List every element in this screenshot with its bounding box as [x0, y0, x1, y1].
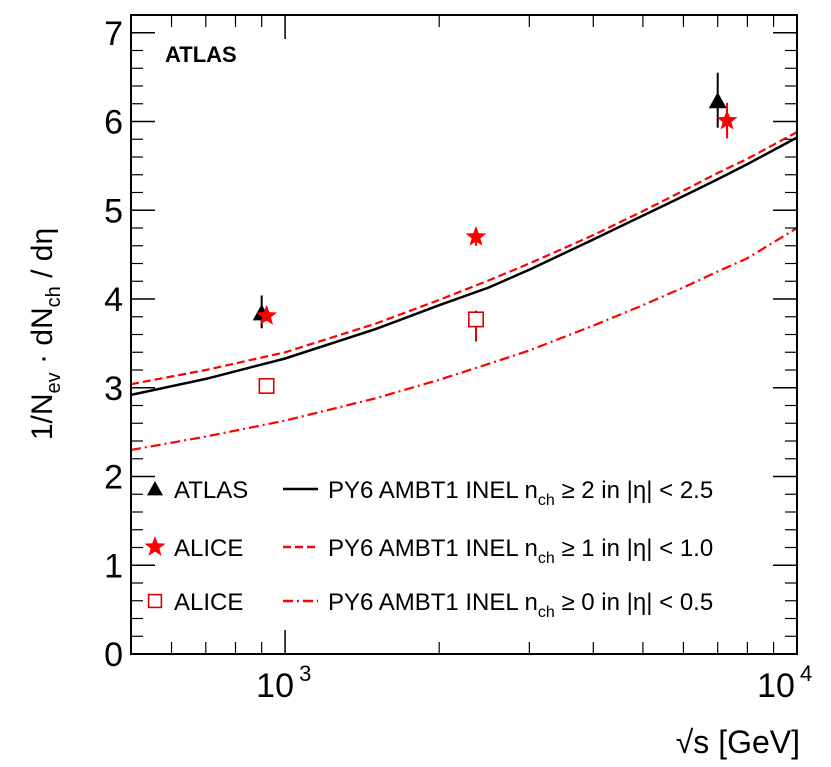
legend-label: ALICE [174, 589, 243, 616]
legend-marker [147, 593, 163, 609]
y-tick-label: 4 [104, 281, 123, 319]
series-line [130, 136, 798, 397]
legend-label: PY6 AMBT1 INEL nch ≥ 2 in |η| < 2.5 [328, 477, 713, 509]
data-point [258, 377, 275, 394]
y-tick-label: 3 [104, 370, 123, 408]
marker-layer [252, 72, 738, 394]
curve-layer [130, 131, 798, 451]
data-point [708, 92, 727, 109]
y-tick-label: 7 [104, 15, 123, 53]
x-tick-exponent: 3 [299, 661, 311, 686]
y-axis-label: 1/Nev · dNch / dη [26, 228, 65, 440]
y-tick-label: 2 [104, 459, 123, 497]
legend-marker [144, 536, 166, 556]
legend: ATLAS ALICE ALICE PY6 AMBT1 INEL nch ≥ 2 in… [144, 477, 713, 621]
y-tick-label: 1 [104, 547, 123, 585]
y-tick-label: 6 [104, 104, 123, 142]
y-tick-label: 0 [104, 636, 123, 674]
x-tick-label: 10 [757, 667, 795, 705]
data-point [256, 304, 277, 325]
atlas-label: ATLAS [165, 42, 237, 67]
data-point [465, 225, 487, 246]
data-point [467, 311, 484, 328]
legend-label: ALICE [174, 535, 243, 562]
x-axis-label: √s [GeV] [676, 724, 800, 760]
y-tick-label: 5 [104, 192, 123, 230]
series-line [130, 227, 798, 451]
x-tick-exponent: 4 [800, 661, 812, 686]
x-tick-label: 10 [256, 667, 294, 705]
legend-label: PY6 AMBT1 INEL nch ≥ 1 in |η| < 1.0 [328, 535, 713, 567]
data-point [716, 109, 738, 130]
legend-label: ATLAS [174, 477, 248, 504]
legend-marker [147, 481, 163, 496]
legend-label: PY6 AMBT1 INEL nch ≥ 0 in |η| < 0.5 [328, 589, 713, 621]
series-line [130, 131, 798, 386]
